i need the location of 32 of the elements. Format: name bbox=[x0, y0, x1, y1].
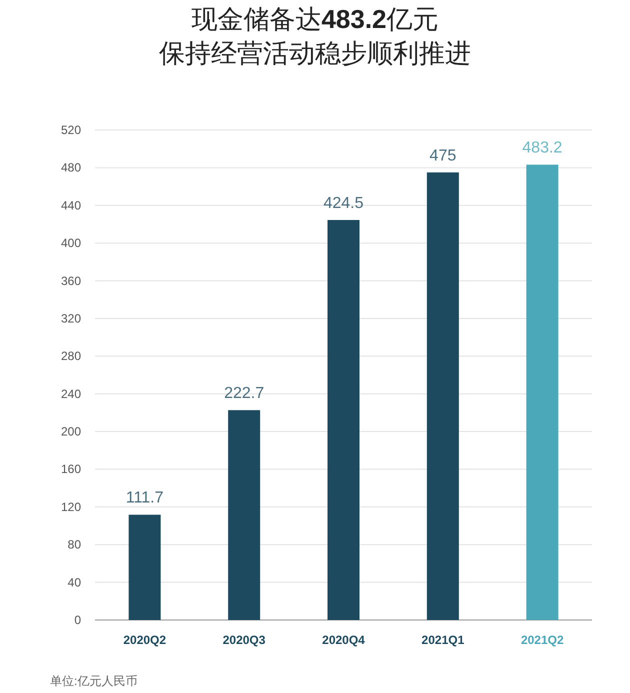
chart-subtitle: 保持经营活动稳步顺利推进 bbox=[159, 38, 471, 68]
y-tick-label: 520 bbox=[60, 123, 82, 137]
y-tick-label: 480 bbox=[60, 160, 82, 175]
y-tick-label: 360 bbox=[60, 274, 82, 288]
y-tick-label: 80 bbox=[68, 538, 82, 552]
y-tick-label: 320 bbox=[60, 311, 82, 326]
y-tick-label: 120 bbox=[60, 500, 82, 514]
y-tick-label: 0 bbox=[74, 613, 82, 627]
data-label: 483.2 bbox=[522, 140, 562, 157]
data-label: 424.5 bbox=[323, 194, 364, 212]
x-tick-label: 2021Q1 bbox=[422, 633, 465, 647]
x-tick-label: 2020Q2 bbox=[123, 633, 166, 647]
y-tick-label: 160 bbox=[60, 462, 82, 476]
y-tick-label: 240 bbox=[60, 386, 82, 401]
y-tick-label: 280 bbox=[60, 349, 82, 364]
bar bbox=[328, 220, 360, 620]
data-label: 222.7 bbox=[224, 385, 264, 402]
x-tick-label: 2021Q2 bbox=[520, 633, 564, 647]
y-tick-label: 200 bbox=[60, 424, 82, 439]
text: 单位:亿元人民币 bbox=[50, 674, 138, 688]
bar bbox=[128, 514, 161, 620]
data-label: 475 bbox=[430, 147, 456, 164]
bar bbox=[426, 172, 459, 620]
y-tick-label: 40 bbox=[68, 575, 82, 590]
x-tick-label: 2020Q3 bbox=[222, 633, 266, 647]
y-tick-label: 400 bbox=[60, 236, 82, 250]
bar bbox=[228, 410, 260, 620]
y-tick-label: 440 bbox=[60, 198, 82, 212]
chart-title: 现金储备达483.2亿元 bbox=[191, 4, 439, 34]
bar bbox=[526, 164, 558, 620]
data-label: 111.7 bbox=[126, 490, 164, 507]
x-tick-label: 2020Q4 bbox=[322, 633, 366, 647]
